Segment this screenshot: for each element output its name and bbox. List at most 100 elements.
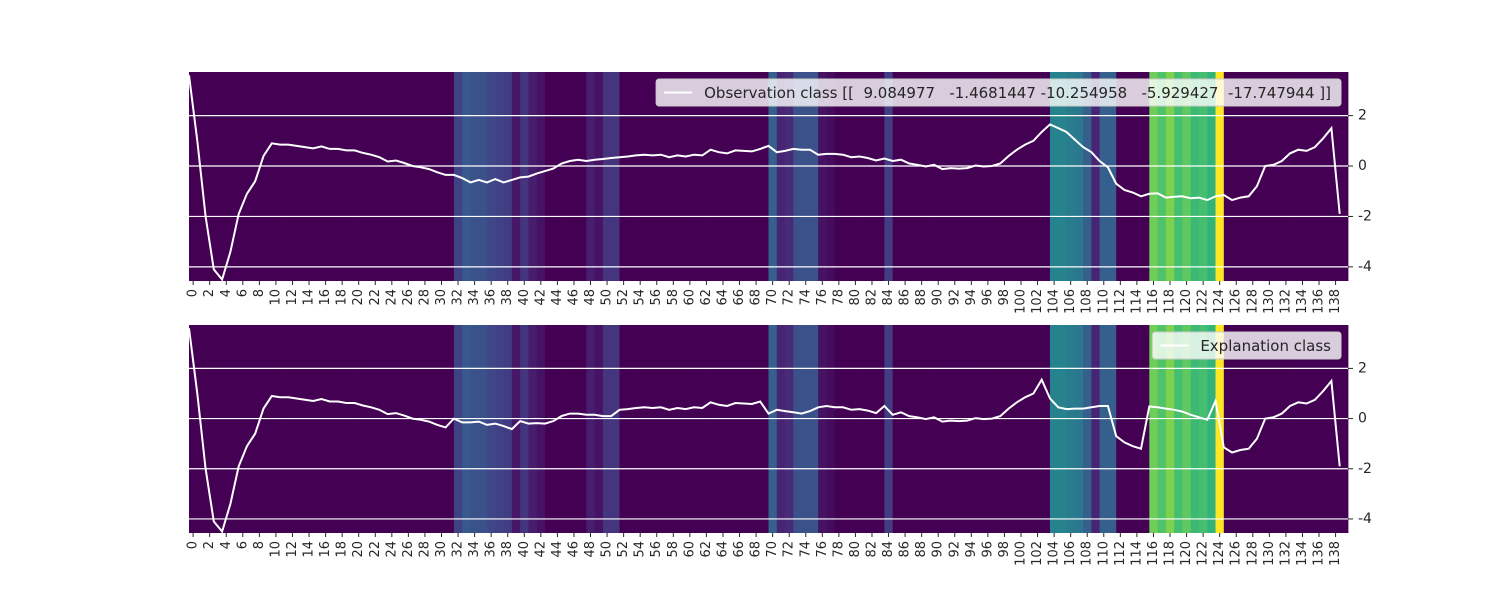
x-tick-label: 18 (335, 541, 350, 558)
x-tick-label: 136 (1312, 289, 1327, 314)
heatmap-cell (1091, 72, 1101, 281)
data-line (188, 75, 1341, 282)
heatmap-cell (1149, 72, 1158, 281)
heatmap-cell (1290, 325, 1299, 533)
heatmap-cell (735, 325, 745, 533)
x-tick-label: 54 (633, 541, 648, 558)
heatmap-cell (1232, 325, 1241, 533)
heatmap-cell (1083, 325, 1092, 533)
x-tick-label: 92 (947, 289, 962, 306)
heatmap-cell (677, 325, 687, 533)
x-tick-label: 118 (1163, 541, 1178, 566)
heatmap-cell (950, 72, 960, 281)
x-tick-label: 56 (649, 289, 664, 306)
heatmap-cell (263, 325, 273, 533)
heatmap-cell (329, 72, 339, 281)
heatmap-cell (1198, 72, 1208, 281)
x-tick-label: 30 (434, 541, 449, 558)
x-tick-label: 84 (881, 289, 896, 306)
x-tick-label: 88 (914, 541, 929, 558)
heatmap-cell (263, 72, 273, 281)
y-tick-label: 0 (1358, 158, 1367, 174)
heatmap-cell (1107, 325, 1117, 533)
heatmap-cell (338, 325, 347, 533)
x-tick-label: 12 (285, 289, 300, 306)
x-tick-label: 18 (335, 289, 350, 306)
x-tick-label: 90 (931, 541, 946, 558)
heatmap-cell (371, 72, 380, 281)
legend: Observation class [[ 9.084977 -1.4681447… (655, 78, 1342, 107)
x-tick-label: 82 (864, 289, 879, 306)
heatmap-cell (934, 325, 943, 533)
heatmap-cell (271, 325, 281, 533)
heatmap-cell (859, 325, 869, 533)
heatmap-cell (429, 72, 438, 281)
x-tick-label: 14 (302, 289, 317, 306)
heatmap-cell (1306, 72, 1316, 281)
x-tick-label: 98 (997, 541, 1012, 558)
heatmap-cell (230, 325, 240, 533)
heatmap-cell (644, 325, 653, 533)
heatmap-cell (503, 325, 513, 533)
x-tick-label: 132 (1278, 289, 1293, 314)
x-tick-label: 40 (517, 541, 532, 558)
x-tick-label: 72 (782, 541, 797, 558)
heatmap-cell (569, 72, 579, 281)
heatmap-cell (1041, 72, 1051, 281)
heatmap-cell (710, 325, 720, 533)
heatmap-cell (1281, 325, 1291, 533)
heatmap-cell (1190, 325, 1200, 533)
x-tick-label: 10 (268, 289, 283, 306)
heatmap-cell (1339, 72, 1349, 281)
heatmap-cell (652, 72, 662, 281)
heatmap-cell (1033, 325, 1043, 533)
heatmap-cell (379, 325, 389, 533)
x-tick-label: 114 (1129, 541, 1144, 566)
heatmap-cell (495, 72, 504, 281)
heatmap-cell (843, 325, 852, 533)
heatmap-cell (1323, 72, 1332, 281)
heatmap-cell (1033, 72, 1043, 281)
heatmap-cell (884, 72, 894, 281)
heatmap-cell (189, 325, 198, 533)
heatmap-cell (569, 325, 579, 533)
heatmap-cell (793, 72, 803, 281)
x-tick-label: 80 (848, 541, 863, 558)
x-tick-label: 34 (467, 289, 482, 306)
heatmap-cell (925, 325, 935, 533)
heatmap-cell (801, 325, 811, 533)
heatmap-cell (718, 72, 728, 281)
heatmap-cell (627, 325, 637, 533)
heatmap-cell (751, 325, 761, 533)
x-tick-label: 104 (1047, 541, 1062, 566)
x-tick-label: 116 (1146, 289, 1161, 314)
heatmap-cell (1290, 72, 1299, 281)
heatmap-cell (876, 325, 885, 533)
heatmap-cell (238, 72, 248, 281)
heatmap-cell (1248, 325, 1258, 533)
heatmap-cell (586, 72, 596, 281)
heatmap-cell (743, 325, 753, 533)
x-tick-label: 130 (1262, 289, 1277, 314)
heatmap-cell (983, 72, 993, 281)
heatmap-cell (627, 72, 637, 281)
x-tick-label: 34 (467, 541, 482, 558)
heatmap-cell (379, 72, 389, 281)
x-tick-label: 132 (1278, 541, 1293, 566)
heatmap-cell (1124, 325, 1134, 533)
heatmap-cell (528, 72, 538, 281)
heatmap-cell (1174, 72, 1183, 281)
heatmap-cell (702, 72, 711, 281)
x-tick-label: 106 (1063, 541, 1078, 566)
heatmap-cell (818, 72, 827, 281)
heatmap-cell (975, 325, 985, 533)
x-tick-label: 94 (964, 541, 979, 558)
heatmap-cell (818, 325, 827, 533)
x-tick-label: 36 (484, 289, 499, 306)
heatmap-cell (751, 72, 761, 281)
heatmap-cell (859, 72, 869, 281)
x-tick-label: 120 (1179, 289, 1194, 314)
heatmap-cell (636, 72, 645, 281)
heatmap-cell (693, 325, 703, 533)
